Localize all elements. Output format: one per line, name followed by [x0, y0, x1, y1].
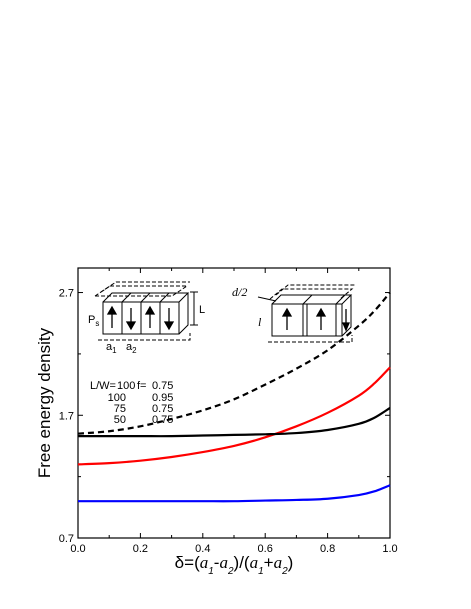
right-top-dashed [269, 288, 354, 300]
label-ps: Ps [88, 314, 99, 328]
right-top-dashed-2 [275, 284, 355, 296]
x-tick-label: 0.2 [133, 543, 148, 555]
right-arrows [281, 307, 350, 332]
label-l-upper: L [199, 304, 205, 316]
tick-labels: 0.0 0.2 0.4 0.6 0.8 1.0 0.7 1.7 2.7 [59, 288, 398, 555]
right-domain-diagram [257, 284, 355, 343]
legend-row-2-lw: 75 [114, 403, 126, 415]
label-l-lower: l [258, 315, 262, 329]
left-top-div-3 [159, 292, 170, 303]
arrow-down-head-icon [125, 321, 137, 331]
left-bottom-dashed [98, 333, 191, 341]
left-top-div-2 [140, 292, 151, 303]
series-red-line [77, 366, 391, 466]
left-arrows [106, 305, 175, 331]
series-blue-line [78, 484, 391, 503]
arrow-up-head-icon [106, 305, 118, 315]
legend-row-1-f: 0.95 [152, 392, 173, 404]
legend-row-1-lw: 100 [108, 392, 126, 404]
d2-pointer [257, 296, 277, 302]
series-black-line [77, 406, 391, 438]
legend-header-lw: L/W= [90, 380, 116, 392]
left-top-dashed-2 [100, 281, 190, 293]
left-right-face [178, 293, 189, 335]
right-top-face [271, 294, 353, 305]
arrow-down-head-icon [342, 322, 350, 332]
legend: L/W= 100 f= 0.75 100 0.95 75 0.75 50 0.7… [90, 380, 173, 426]
arrow-up-head-icon [144, 305, 156, 315]
legend-row-3-lw: 50 [114, 414, 126, 426]
legend-header-f: f= [137, 380, 146, 392]
y-tick-label: 0.7 [59, 533, 74, 545]
left-top-div-1 [121, 292, 132, 303]
axis-ticks [77, 268, 391, 539]
x-tick-label: 1.0 [382, 543, 397, 555]
x-tick-label: 0.4 [195, 543, 210, 555]
label-a1: a1 [106, 341, 117, 355]
x-tick-label: 0.6 [258, 543, 273, 555]
y-axis-title: Free energy density [35, 327, 54, 478]
label-a2: a2 [126, 341, 137, 355]
arrow-up-head-icon [315, 307, 327, 317]
right-bottom-dashed [268, 335, 353, 343]
arrow-up-head-icon [281, 307, 293, 317]
series-group [77, 291, 391, 503]
series-dashed-line [77, 291, 391, 435]
right-top-div-1 [302, 294, 313, 305]
left-domain-diagram [94, 281, 198, 341]
y-tick-label: 2.7 [59, 288, 74, 300]
legend-row-3-f: 0.75 [152, 414, 173, 426]
y-tick-label: 1.7 [59, 410, 74, 422]
x-axis-title: δ=(a1-a2)/(a1+a2) [175, 553, 294, 577]
label-d2: d/2 [232, 285, 247, 299]
legend-row-2-f: 0.75 [152, 403, 173, 415]
x-tick-label: 0.8 [320, 543, 335, 555]
left-top-dashed [94, 285, 189, 297]
legend-header-f-value: 0.75 [152, 380, 173, 392]
arrow-down-head-icon [163, 321, 175, 331]
right-top-div-2 [335, 294, 346, 305]
right-right-face [341, 295, 352, 337]
legend-header-lw-value: 100 [117, 380, 135, 392]
x-tick-label: 0.0 [70, 543, 85, 555]
